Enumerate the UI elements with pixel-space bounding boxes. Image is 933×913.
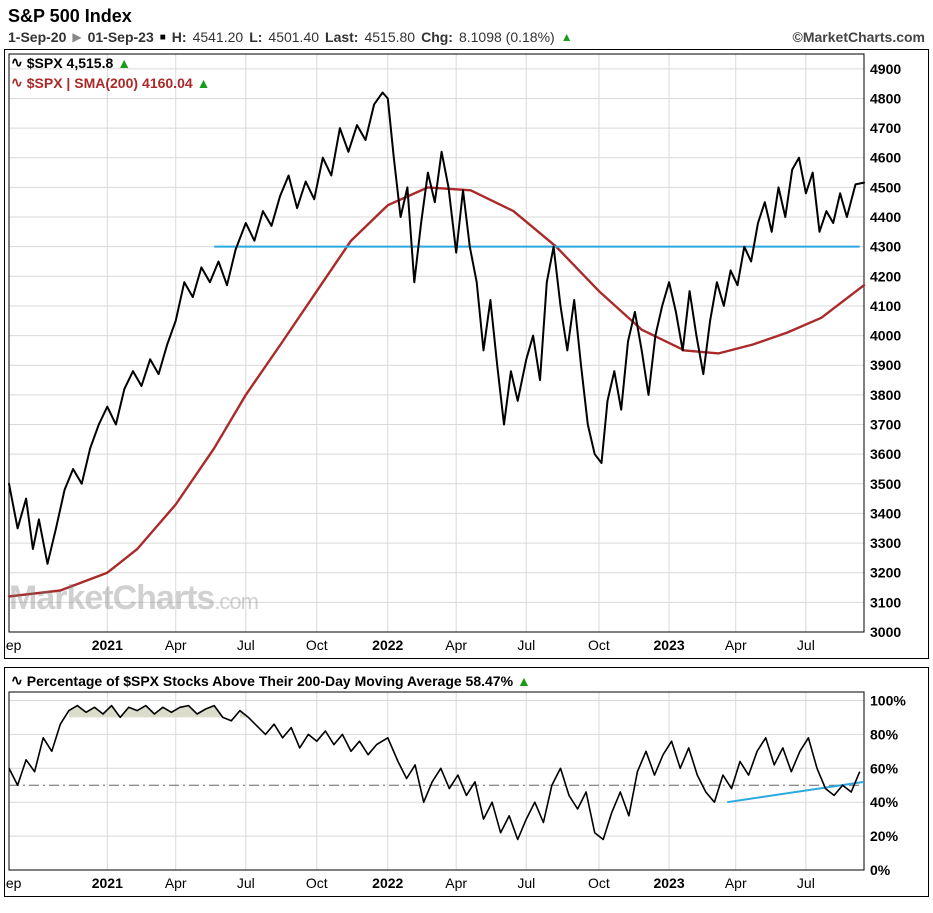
date-to: 01-Sep-23 (88, 29, 154, 45)
chg-value: 8.1098 (0.18%) (459, 29, 555, 45)
svg-text:80%: 80% (870, 726, 899, 742)
chg-label: Chg: (421, 29, 453, 45)
svg-text:Apr: Apr (165, 637, 187, 653)
svg-text:3600: 3600 (870, 446, 901, 462)
svg-text:4100: 4100 (870, 298, 901, 314)
date-from: 1-Sep-20 (8, 29, 66, 45)
wiggle-icon: ∿ (11, 74, 23, 91)
svg-text:Oct: Oct (588, 875, 610, 891)
upper-chart: ∿ $SPX 4,515.8 ▲ ∿ $SPX | SMA(200) 4160.… (4, 49, 929, 659)
svg-text:20%: 20% (870, 828, 899, 844)
svg-text:40%: 40% (870, 794, 899, 810)
svg-text:4800: 4800 (870, 90, 901, 106)
svg-text:60%: 60% (870, 760, 899, 776)
up-arrow-icon: ▲ (197, 75, 211, 91)
svg-text:Apr: Apr (725, 875, 747, 891)
lower-chart: ∿ Percentage of $SPX Stocks Above Their … (4, 667, 929, 897)
legend-sma: ∿ $SPX | SMA(200) 4160.04 ▲ (11, 74, 211, 91)
svg-text:2023: 2023 (653, 637, 684, 653)
legend-pct-text: Percentage of $SPX Stocks Above Their 20… (27, 673, 513, 689)
chart-title: S&P 500 Index (8, 6, 925, 27)
legend1-value: 4,515.8 (67, 55, 114, 71)
wiggle-icon: ∿ (11, 54, 23, 71)
svg-text:Apr: Apr (445, 875, 467, 891)
svg-text:Apr: Apr (445, 637, 467, 653)
svg-text:4300: 4300 (870, 239, 901, 255)
svg-text:3000: 3000 (870, 624, 901, 640)
svg-text:0%: 0% (870, 862, 891, 878)
svg-text:3900: 3900 (870, 357, 901, 373)
legend-spx: ∿ $SPX 4,515.8 ▲ (11, 54, 131, 71)
svg-text:Jul: Jul (237, 637, 255, 653)
svg-text:3100: 3100 (870, 594, 901, 610)
svg-text:Apr: Apr (725, 637, 747, 653)
svg-text:2022: 2022 (372, 637, 403, 653)
svg-text:4900: 4900 (870, 61, 901, 77)
svg-text:Jul: Jul (237, 875, 255, 891)
svg-text:4600: 4600 (870, 150, 901, 166)
legend1-symbol: $SPX (27, 55, 63, 71)
svg-text:2023: 2023 (653, 875, 684, 891)
svg-text:4700: 4700 (870, 120, 901, 136)
last-label: Last: (325, 29, 358, 45)
svg-text:Oct: Oct (306, 637, 328, 653)
svg-text:2021: 2021 (92, 875, 123, 891)
svg-text:Oct: Oct (588, 637, 610, 653)
svg-text:4000: 4000 (870, 328, 901, 344)
up-arrow-icon: ▲ (517, 673, 531, 689)
arrow-icon: ▶ (72, 30, 81, 44)
high-value: 4541.20 (193, 29, 244, 45)
svg-text:3300: 3300 (870, 535, 901, 551)
svg-text:100%: 100% (870, 692, 906, 708)
svg-text:3500: 3500 (870, 476, 901, 492)
svg-text:Jul: Jul (797, 875, 815, 891)
low-label: L: (249, 29, 262, 45)
copyright-text: ©MarketCharts.com (793, 29, 925, 45)
svg-text:Sep: Sep (5, 637, 22, 653)
chart-page: { "header":{ "title":"S&P 500 Index", "d… (0, 0, 933, 913)
svg-text:2022: 2022 (372, 875, 403, 891)
svg-text:4400: 4400 (870, 209, 901, 225)
legend2-symbol: $SPX | SMA(200) (27, 75, 138, 91)
wiggle-icon: ∿ (11, 672, 23, 689)
svg-text:Apr: Apr (165, 875, 187, 891)
legend2-value: 4160.04 (142, 75, 193, 91)
svg-text:Sep: Sep (5, 875, 22, 891)
high-label: H: (172, 29, 187, 45)
upper-chart-svg: 3000 3100 3200 3300 3400 3500 3600 3700 3800 3900… (5, 50, 928, 658)
chart-header: S&P 500 Index 1-Sep-20 ▶ 01-Sep-23 ■ H: … (0, 0, 933, 49)
low-value: 4501.40 (268, 29, 319, 45)
svg-text:2021: 2021 (92, 637, 123, 653)
svg-text:3200: 3200 (870, 565, 901, 581)
up-arrow-icon: ▲ (561, 30, 573, 44)
svg-text:3400: 3400 (870, 505, 901, 521)
lower-chart-svg: 0% 20% 40% 60% 80% 100% Sep 2021 Apr Jul Oct 2022 Ap… (5, 668, 928, 896)
svg-text:3800: 3800 (870, 387, 901, 403)
svg-text:3700: 3700 (870, 417, 901, 433)
svg-text:Jul: Jul (517, 875, 535, 891)
svg-text:Oct: Oct (306, 875, 328, 891)
svg-text:Jul: Jul (797, 637, 815, 653)
chart-subheader: 1-Sep-20 ▶ 01-Sep-23 ■ H: 4541.20 L: 450… (8, 27, 925, 49)
legend-pct: ∿ Percentage of $SPX Stocks Above Their … (11, 672, 531, 689)
square-icon: ■ (160, 32, 166, 43)
last-value: 4515.80 (364, 29, 415, 45)
svg-text:Jul: Jul (517, 637, 535, 653)
svg-text:4200: 4200 (870, 268, 901, 284)
svg-text:4500: 4500 (870, 179, 901, 195)
up-arrow-icon: ▲ (117, 55, 131, 71)
